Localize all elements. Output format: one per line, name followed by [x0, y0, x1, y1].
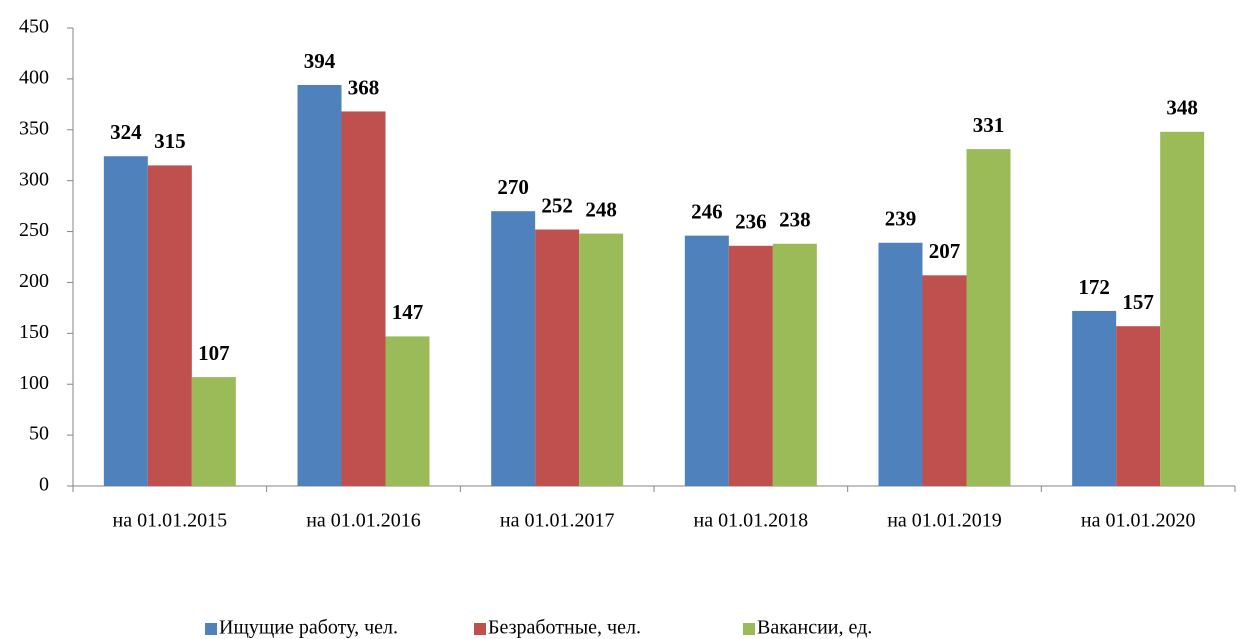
data-label: 246 [691, 199, 723, 223]
data-label: 248 [585, 197, 617, 221]
bar [385, 336, 430, 486]
bar [535, 229, 580, 486]
y-tick-label: 450 [19, 16, 49, 38]
x-tick-label: на 01.01.2017 [500, 510, 615, 532]
x-tick-label: на 01.01.2019 [887, 510, 1002, 532]
x-tick-label: на 01.01.2020 [1081, 510, 1196, 532]
legend-label: Вакансии, ед. [757, 617, 872, 639]
data-label: 270 [497, 175, 529, 199]
y-tick-label: 0 [39, 474, 49, 496]
bar [297, 84, 342, 487]
bar [772, 243, 817, 486]
bar [684, 235, 729, 486]
data-label: 324 [110, 120, 142, 144]
y-tick-label: 200 [19, 270, 49, 292]
data-label: 252 [541, 193, 573, 217]
data-label: 348 [1166, 96, 1198, 120]
data-label: 157 [1122, 290, 1154, 314]
bar [103, 156, 148, 487]
data-label: 172 [1078, 275, 1110, 299]
data-label: 238 [779, 208, 811, 232]
data-label: 147 [392, 300, 424, 324]
legend-swatch [205, 623, 217, 635]
data-label: 331 [973, 113, 1005, 137]
bar [1072, 310, 1117, 486]
data-label: 315 [154, 129, 186, 153]
y-tick-label: 100 [19, 372, 49, 394]
legend-swatch [743, 623, 755, 635]
bar [491, 211, 536, 486]
y-tick-label: 150 [19, 321, 49, 343]
data-label: 107 [198, 341, 230, 365]
bar [966, 149, 1011, 487]
x-tick-label: на 01.01.2015 [113, 510, 228, 532]
legend-swatch [474, 623, 486, 635]
y-tick-label: 50 [29, 423, 49, 445]
legend-label: Ищущие работу, чел. [219, 617, 398, 639]
y-tick-label: 300 [19, 168, 49, 190]
bar [191, 377, 236, 486]
data-label: 368 [348, 75, 380, 99]
data-label: 239 [885, 207, 917, 231]
bar [728, 245, 773, 486]
y-tick-label: 350 [19, 117, 49, 139]
data-label: 394 [304, 49, 336, 73]
data-label: 236 [735, 210, 767, 234]
x-tick-label: на 01.01.2016 [306, 510, 421, 532]
bar [922, 275, 967, 486]
y-tick-label: 400 [19, 66, 49, 88]
legend-label: Безработные, чел. [488, 617, 641, 639]
bar [1160, 131, 1205, 486]
y-tick-label: 250 [19, 219, 49, 241]
bar [1116, 326, 1161, 486]
bar [341, 111, 386, 487]
data-label: 207 [929, 239, 961, 263]
x-tick-label: на 01.01.2018 [694, 510, 809, 532]
bar [147, 165, 192, 486]
bar [579, 233, 624, 486]
bar [878, 242, 923, 486]
